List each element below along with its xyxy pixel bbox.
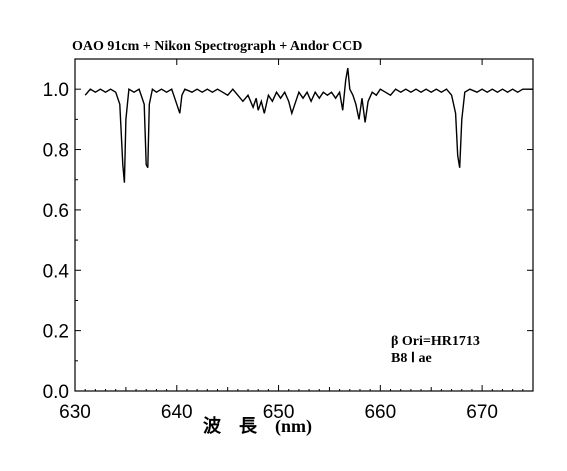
y-tick-label-3: 0.6 [43,201,69,222]
y-tick-label-2: 0.4 [43,261,70,282]
y-axis: 0.0 0.2 0.4 0.6 0.8 1.0 [43,58,533,403]
x-tick-label-2: 650 [263,402,295,423]
y-tick-label-5: 1.0 [43,80,69,101]
y-tick-label-0: 0.0 [43,382,69,403]
y-tick-label-1: 0.2 [43,322,69,343]
spectral-type-annotation: B8 Ⅰ ae [391,351,432,366]
x-axis-label: 波 長 (nm) [203,415,312,437]
x-tick-label-1: 640 [161,402,193,423]
chart-title: OAO 91cm + Nikon Spectrograph + Andor CC… [72,39,362,54]
x-tick-label-0: 630 [59,402,91,423]
star-name-annotation: β Ori=HR1713 [391,334,480,349]
y-tick-label-4: 0.8 [43,141,69,162]
x-axis: 630 640 650 660 670 [59,59,524,423]
plot-frame [74,58,534,392]
spectrum-series-line [84,67,533,183]
x-tick-label-3: 660 [364,402,396,423]
x-tick-label-4: 670 [466,402,498,423]
